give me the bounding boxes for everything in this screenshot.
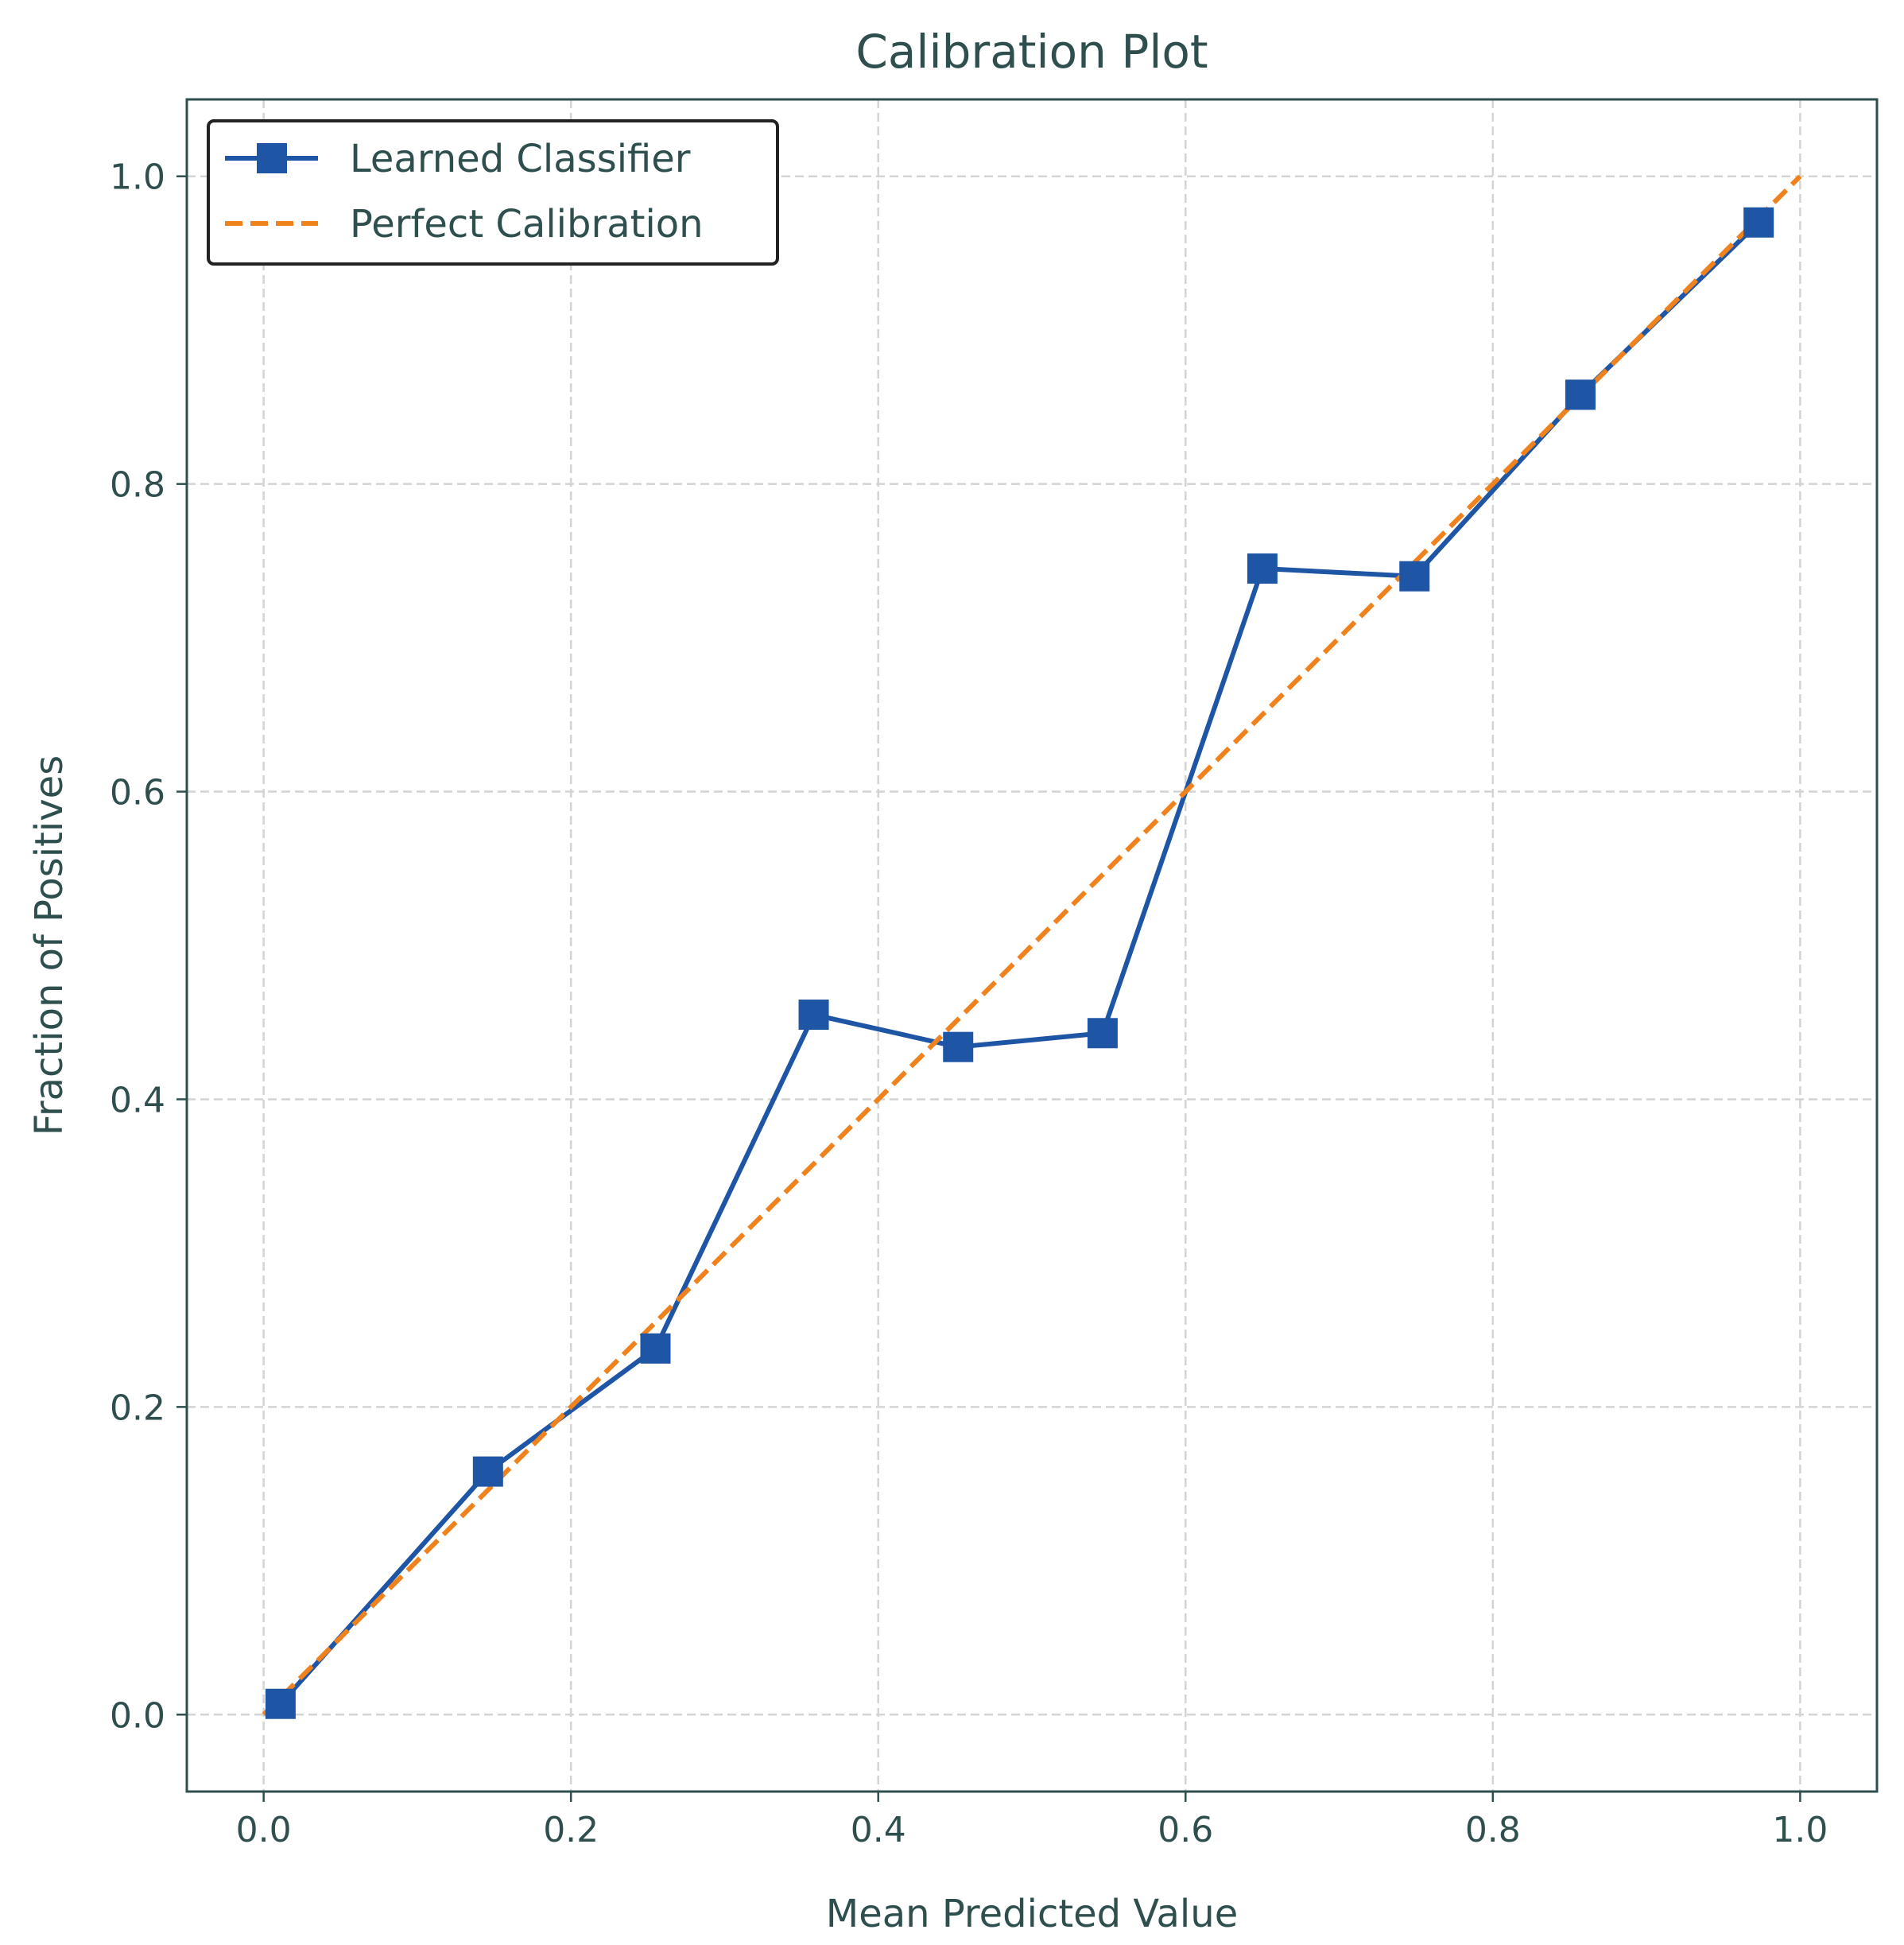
x-tick-label: 1.0 (1772, 1810, 1828, 1850)
x-tick-label: 0.0 (236, 1810, 292, 1850)
legend-marker-learned-classifier (257, 143, 287, 173)
plot-frame (185, 98, 1879, 1793)
y-tick-label: 0.8 (110, 465, 165, 506)
y-tick-label: 1.0 (110, 157, 165, 198)
axis-ticks: 0.0 0.2 0.4 0.6 0.8 1.0 0.0 0.2 0.4 0.6 0.8 1.0 (110, 157, 1828, 1850)
learned-classifier-point (1087, 1018, 1118, 1049)
learned-classifier-point (943, 1031, 974, 1062)
learned-classifier-point (265, 1688, 296, 1719)
legend-label-perfect-calibration: Perfect Calibration (350, 202, 704, 247)
perfect-calibration-line (262, 174, 1802, 1717)
learned-classifier-line (278, 220, 1761, 1706)
legend-box (207, 119, 779, 266)
x-tick-label: 0.4 (851, 1810, 906, 1850)
learned-classifier-point (1743, 207, 1774, 238)
learned-classifier-point (1565, 379, 1596, 410)
legend-label-learned-classifier: Learned Classifier (350, 137, 691, 181)
grid-lines (187, 99, 1877, 1792)
learned-classifier-point (472, 1456, 503, 1487)
learned-classifier-point (640, 1333, 671, 1364)
y-tick-label: 0.0 (110, 1695, 165, 1736)
legend: Learned Classifier Perfect Calibration (207, 119, 779, 266)
x-tick-label: 0.2 (543, 1810, 599, 1850)
learned-classifier-point (1247, 553, 1278, 584)
y-tick-label: 0.2 (110, 1388, 165, 1428)
y-tick-label: 0.4 (110, 1080, 165, 1120)
plot-series (262, 174, 1802, 1719)
x-tick-label: 0.6 (1158, 1810, 1213, 1850)
learned-classifier-point (798, 1000, 829, 1031)
x-tick-label: 0.8 (1465, 1810, 1521, 1850)
chart-title: Calibration Plot (855, 25, 1208, 79)
x-axis-label: Mean Predicted Value (826, 1892, 1238, 1936)
y-tick-label: 0.6 (110, 773, 165, 813)
y-axis-label: Fraction of Positives (27, 755, 72, 1136)
learned-classifier-point (1399, 561, 1430, 592)
